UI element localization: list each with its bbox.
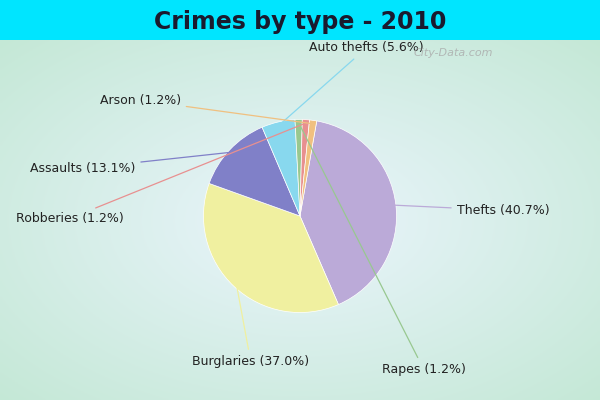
Text: Robberies (1.2%): Robberies (1.2%) <box>16 124 303 225</box>
Wedge shape <box>203 184 338 312</box>
Text: Assaults (13.1%): Assaults (13.1%) <box>30 152 229 175</box>
Text: Burglaries (37.0%): Burglaries (37.0%) <box>192 287 309 368</box>
Wedge shape <box>295 120 302 216</box>
Text: City-Data.com: City-Data.com <box>413 48 493 58</box>
Text: Rapes (1.2%): Rapes (1.2%) <box>300 125 466 376</box>
Wedge shape <box>209 127 300 216</box>
Text: Arson (1.2%): Arson (1.2%) <box>100 94 310 123</box>
Wedge shape <box>300 120 317 216</box>
Text: Crimes by type - 2010: Crimes by type - 2010 <box>154 10 446 34</box>
Wedge shape <box>262 120 300 216</box>
Wedge shape <box>300 121 397 304</box>
Text: Auto thefts (5.6%): Auto thefts (5.6%) <box>281 42 424 124</box>
Wedge shape <box>300 120 310 216</box>
Text: Thefts (40.7%): Thefts (40.7%) <box>395 204 550 217</box>
